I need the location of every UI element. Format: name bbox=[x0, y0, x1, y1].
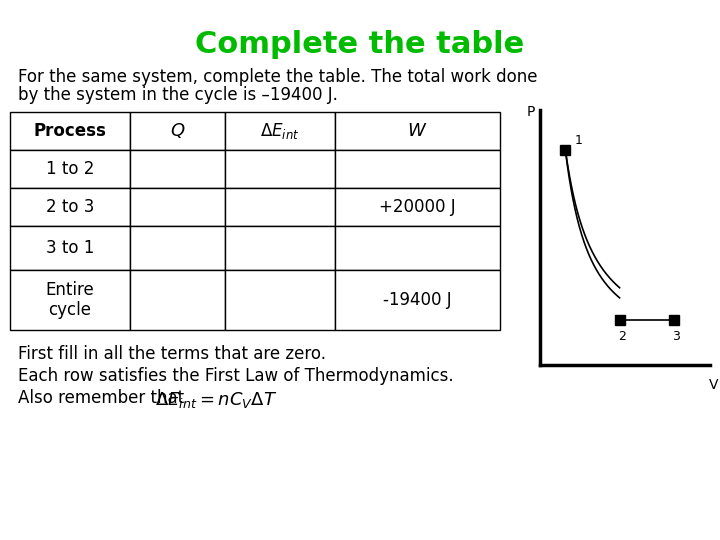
Text: Each row satisfies the First Law of Thermodynamics.: Each row satisfies the First Law of Ther… bbox=[18, 367, 454, 385]
Text: V: V bbox=[709, 378, 719, 392]
Bar bbox=[225, 150, 335, 188]
Bar bbox=[130, 270, 225, 330]
Text: 2: 2 bbox=[618, 329, 626, 342]
Text: Also remember that: Also remember that bbox=[18, 389, 200, 407]
Bar bbox=[225, 270, 335, 330]
Text: First fill in all the terms that are zero.: First fill in all the terms that are zer… bbox=[18, 345, 326, 363]
Bar bbox=[10, 188, 130, 226]
Bar bbox=[225, 226, 335, 270]
Bar bbox=[10, 112, 130, 150]
Bar bbox=[335, 188, 500, 226]
Text: P: P bbox=[526, 105, 535, 119]
Text: by the system in the cycle is –19400 J.: by the system in the cycle is –19400 J. bbox=[18, 86, 338, 104]
Text: Entire
cycle: Entire cycle bbox=[45, 281, 94, 319]
Text: Process: Process bbox=[34, 122, 107, 140]
Text: 1 to 2: 1 to 2 bbox=[46, 160, 94, 178]
Bar bbox=[225, 188, 335, 226]
Bar bbox=[335, 270, 500, 330]
Bar bbox=[10, 226, 130, 270]
Bar bbox=[335, 150, 500, 188]
Bar bbox=[10, 270, 130, 330]
Text: +20000 J: +20000 J bbox=[379, 198, 456, 216]
Bar bbox=[10, 150, 130, 188]
Bar bbox=[130, 226, 225, 270]
Bar bbox=[335, 226, 500, 270]
Text: $\Delta E_{int}$: $\Delta E_{int}$ bbox=[261, 121, 300, 141]
Bar bbox=[225, 112, 335, 150]
Text: 1: 1 bbox=[575, 134, 582, 147]
Bar bbox=[130, 188, 225, 226]
Text: Complete the table: Complete the table bbox=[195, 30, 525, 59]
Bar bbox=[130, 150, 225, 188]
Text: $\Delta E_{int} = nC_V\Delta T$: $\Delta E_{int} = nC_V\Delta T$ bbox=[155, 390, 277, 410]
Text: 3 to 1: 3 to 1 bbox=[46, 239, 94, 257]
Text: $W$: $W$ bbox=[408, 122, 428, 140]
Text: 2 to 3: 2 to 3 bbox=[46, 198, 94, 216]
Text: $Q$: $Q$ bbox=[170, 122, 185, 140]
Bar bbox=[130, 112, 225, 150]
Bar bbox=[335, 112, 500, 150]
Text: -19400 J: -19400 J bbox=[383, 291, 452, 309]
Text: For the same system, complete the table. The total work done: For the same system, complete the table.… bbox=[18, 68, 538, 86]
Text: 3: 3 bbox=[672, 329, 680, 342]
